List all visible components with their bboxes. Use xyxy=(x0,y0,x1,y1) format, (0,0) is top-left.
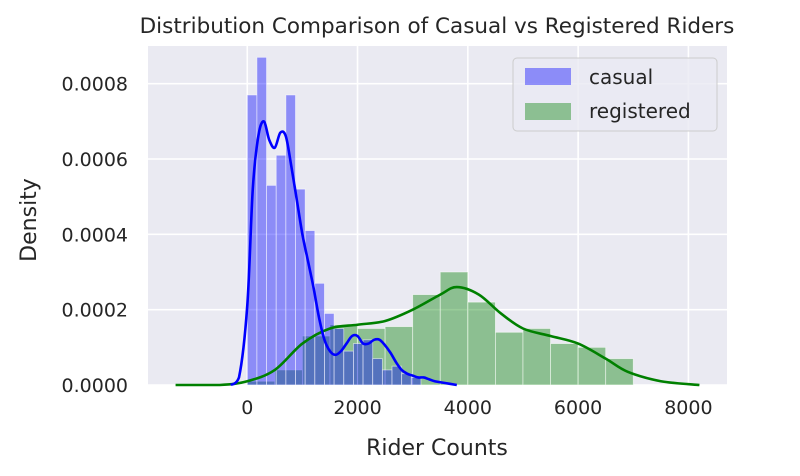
legend-label-casual: casual xyxy=(589,65,653,89)
casual-bar xyxy=(333,328,345,386)
y-tick-label: 0.0008 xyxy=(62,74,128,96)
registered-histogram xyxy=(246,271,634,386)
casual-bar xyxy=(275,154,287,386)
legend-label-registered: registered xyxy=(589,99,691,123)
registered-kde-line xyxy=(175,285,700,387)
casual-bar xyxy=(372,358,383,386)
casual-bar xyxy=(343,350,354,386)
legend-swatch-casual xyxy=(525,68,571,85)
chart-title: Distribution Comparison of Casual vs Reg… xyxy=(140,14,735,39)
y-tick-label: 0.0006 xyxy=(62,149,128,171)
registered-bar xyxy=(522,328,551,386)
y-tick-label: 0.0002 xyxy=(62,300,128,322)
y-axis-label: Density xyxy=(17,178,42,262)
registered-bar xyxy=(412,294,441,386)
y-tick-labels: 0.0000 0.0002 0.0004 0.0006 0.0008 xyxy=(62,74,128,397)
x-tick-labels: 0 2000 4000 6000 8000 xyxy=(241,397,712,419)
x-tick-label: 6000 xyxy=(554,397,602,419)
registered-bar xyxy=(467,301,496,386)
casual-bar xyxy=(246,94,258,386)
kde-lines xyxy=(175,120,700,387)
x-tick-label: 8000 xyxy=(664,397,712,419)
casual-bar xyxy=(266,184,277,386)
registered-bar xyxy=(577,346,607,386)
y-tick-label: 0.0004 xyxy=(62,224,128,246)
casual-bar xyxy=(362,339,374,386)
casual-bar xyxy=(256,56,267,386)
x-axis-label: Rider Counts xyxy=(366,436,508,461)
registered-bar xyxy=(550,343,579,386)
casual-bar xyxy=(381,369,393,386)
casual-kde-line xyxy=(229,120,458,387)
y-tick-label: 0.0000 xyxy=(62,375,128,397)
legend-swatch-registered xyxy=(525,103,571,120)
x-tick-label: 0 xyxy=(241,397,253,419)
legend-box xyxy=(512,57,718,132)
x-tick-label: 4000 xyxy=(444,397,492,419)
casual-bar xyxy=(353,343,364,386)
legend: casual registered xyxy=(512,57,718,132)
x-tick-label: 2000 xyxy=(333,397,381,419)
registered-bar xyxy=(494,331,524,386)
